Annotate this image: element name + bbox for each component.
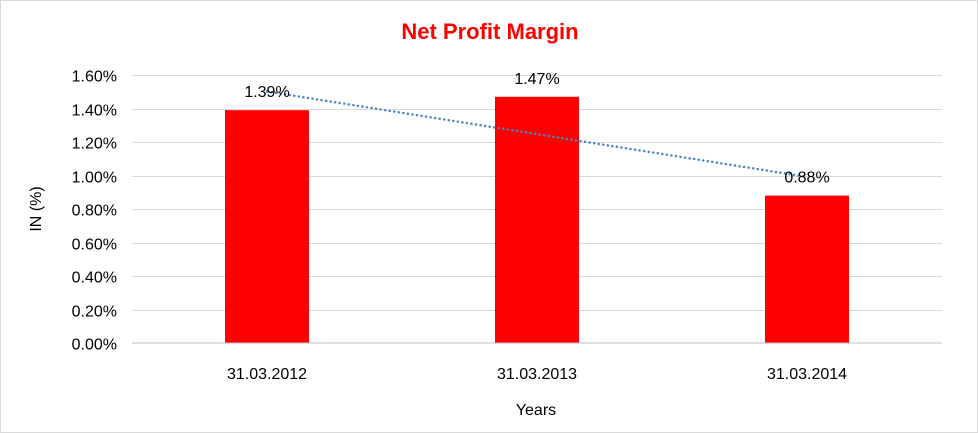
y-tick-label: 1.60% — [72, 69, 117, 86]
x-tick-label: 31.03.2013 — [497, 366, 577, 383]
bar — [495, 96, 579, 344]
y-tick-label: 0.00% — [72, 337, 117, 354]
data-labels: 1.39% 1.47% 0.88% — [244, 71, 829, 187]
bar — [765, 195, 849, 343]
y-tick-label: 1.00% — [72, 170, 117, 187]
y-tick-label: 0.60% — [72, 237, 117, 254]
data-label: 0.88% — [784, 170, 829, 187]
bars — [225, 96, 849, 344]
y-tick-label: 1.20% — [72, 136, 117, 153]
chart-title: Net Profit Margin — [401, 19, 578, 44]
y-tick-label: 0.40% — [72, 270, 117, 287]
bar — [225, 110, 309, 343]
y-tick-label: 0.80% — [72, 203, 117, 220]
trendline-path — [265, 90, 809, 179]
trendline — [265, 90, 809, 179]
y-tick-label: 0.20% — [72, 304, 117, 321]
x-tick-label: 31.03.2014 — [767, 366, 847, 383]
x-axis-title: Years — [516, 402, 556, 419]
x-tick-labels: 31.03.2012 31.03.2013 31.03.2014 — [227, 366, 847, 383]
data-label: 1.47% — [514, 71, 559, 88]
y-tick-label: 1.40% — [72, 103, 117, 120]
y-axis-title: IN (%) — [28, 186, 45, 231]
x-tick-label: 31.03.2012 — [227, 366, 307, 383]
data-label: 1.39% — [244, 84, 289, 101]
y-tick-labels: 0.00% 0.20% 0.40% 0.60% 0.80% 1.00% 1.20% 1.40%… — [72, 69, 117, 354]
